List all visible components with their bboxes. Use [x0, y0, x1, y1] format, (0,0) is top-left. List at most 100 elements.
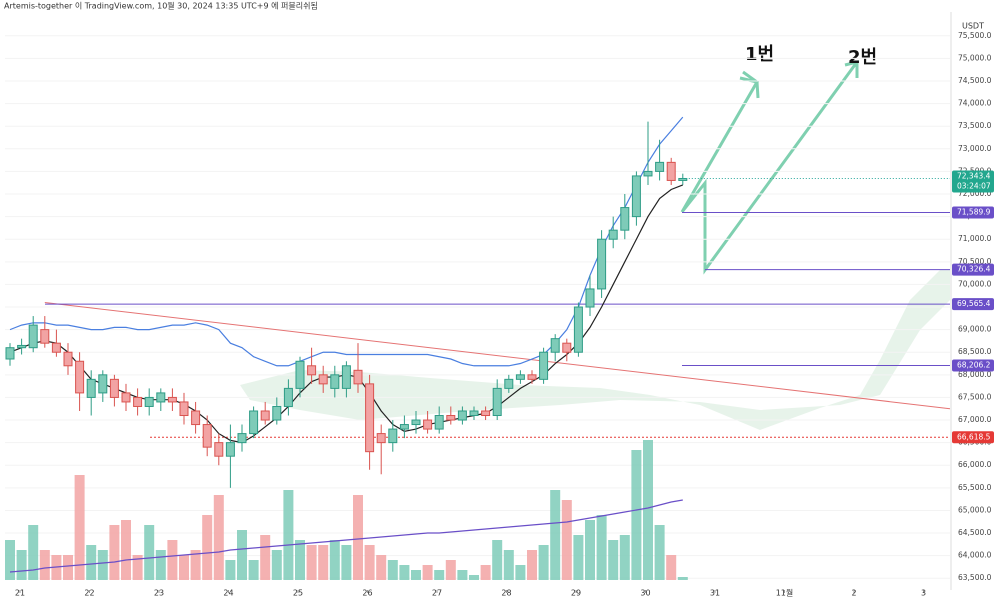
- volume-bar: [619, 535, 630, 580]
- x-tick-label: 30: [640, 589, 650, 598]
- level-label: 68,206.2: [957, 361, 991, 370]
- candle-body: [597, 238, 607, 290]
- candle-body: [666, 161, 676, 181]
- y-tick-label: 67,000.0: [958, 415, 992, 424]
- candle-body: [643, 170, 653, 177]
- candle-body: [423, 419, 433, 430]
- volume-bar: [86, 545, 97, 580]
- arrow-1-head: [739, 76, 760, 99]
- volume-bar: [155, 550, 166, 580]
- level-badge: [952, 298, 994, 311]
- volume-bar: [97, 550, 108, 580]
- volume-bar: [167, 540, 178, 580]
- candle-body: [167, 396, 177, 403]
- y-tick-label: 65,500.0: [958, 483, 992, 492]
- candle-body: [144, 396, 154, 407]
- y-tick-label: 73,500.0: [958, 121, 992, 130]
- level-label: 66,618.5: [957, 432, 991, 441]
- candle-body: [295, 360, 305, 389]
- level-label: 71,589.9: [957, 208, 991, 217]
- candle-body: [191, 410, 201, 426]
- candle-body: [515, 374, 525, 380]
- y-tick-label: 70,500.0: [958, 257, 992, 266]
- currency: USDT: [962, 22, 984, 31]
- annotation-2: 2번: [848, 47, 877, 68]
- volume-bar: [318, 545, 329, 580]
- volume-bar: [341, 545, 352, 580]
- candle-body: [539, 351, 549, 380]
- candle-body: [98, 374, 108, 394]
- y-tick-label: 68,000.0: [958, 370, 992, 379]
- volume-bar: [469, 575, 479, 580]
- volume-bar: [654, 525, 665, 580]
- candle-body: [620, 207, 630, 231]
- candle-body: [318, 374, 328, 385]
- volume-bar: [5, 540, 15, 580]
- volume-bar: [387, 560, 398, 580]
- level-badge: [952, 359, 994, 372]
- x-tick-label: 29: [571, 589, 581, 598]
- level-label: 69,565.4: [957, 299, 991, 308]
- volume-bar: [190, 550, 201, 580]
- x-tick-label: 22: [84, 589, 94, 598]
- candle-body: [237, 433, 247, 444]
- arrow-2: [680, 61, 859, 275]
- volume-bar: [399, 565, 410, 580]
- volume-bar: [306, 545, 317, 580]
- last-price-badge: [952, 170, 994, 193]
- candle-body: [5, 347, 15, 360]
- volume-bar: [353, 495, 363, 580]
- volume-bar: [121, 520, 131, 580]
- volume-bar: [39, 550, 50, 580]
- ichimoku-cloud: [240, 270, 950, 430]
- volume-bar: [503, 550, 514, 580]
- volume-bar: [16, 550, 27, 580]
- candle-body: [249, 410, 259, 435]
- trendline: [44, 302, 951, 410]
- y-tick-label: 67,500.0: [958, 392, 992, 401]
- y-tick-label: 75,500.0: [958, 31, 992, 40]
- volume-bar: [260, 535, 271, 580]
- x-tick-label: 28: [501, 589, 511, 598]
- y-tick-label: 64,000.0: [958, 551, 992, 560]
- candle-body: [608, 229, 618, 240]
- volume-bar: [527, 550, 537, 580]
- volume-bar: [492, 540, 503, 580]
- volume-bar: [213, 495, 224, 580]
- candle-body: [225, 442, 235, 457]
- y-tick-label: 72,000.0: [958, 189, 992, 198]
- candle-body: [63, 351, 73, 367]
- candle-body: [75, 360, 85, 394]
- volume-bar: [666, 555, 677, 580]
- candle-body: [283, 387, 293, 407]
- candle-body: [133, 396, 143, 407]
- volume-bar: [376, 555, 387, 580]
- candle-body: [307, 365, 317, 376]
- volume-bar: [677, 577, 688, 580]
- volume-bar: [271, 550, 282, 580]
- volume-bar: [28, 525, 39, 580]
- candle-body: [376, 433, 386, 444]
- arrow-2-head: [844, 60, 859, 78]
- indicator-line: [9, 499, 683, 573]
- x-tick-label: 31: [710, 589, 720, 598]
- candle-body: [28, 324, 38, 349]
- y-tick-label: 73,000.0: [958, 144, 992, 153]
- volume-bar: [329, 540, 340, 580]
- x-tick-label: 3: [921, 589, 926, 598]
- y-tick-label: 70,000.0: [958, 279, 992, 288]
- candle-body: [388, 428, 398, 444]
- candle-body: [156, 392, 166, 403]
- volume-bar: [248, 560, 259, 580]
- volume-bar: [237, 530, 247, 580]
- volume-bar: [434, 570, 445, 580]
- candle-body: [631, 175, 641, 218]
- volume-bar: [445, 560, 456, 580]
- candle-body: [655, 161, 665, 172]
- header-title: Artemis-together 이 TradingView.com, 10월 …: [4, 1, 318, 11]
- y-tick-label: 71,000.0: [958, 234, 992, 243]
- candle-body: [365, 383, 375, 453]
- y-tick-label: 64,500.0: [958, 528, 992, 537]
- x-tick-label: 21: [15, 589, 25, 598]
